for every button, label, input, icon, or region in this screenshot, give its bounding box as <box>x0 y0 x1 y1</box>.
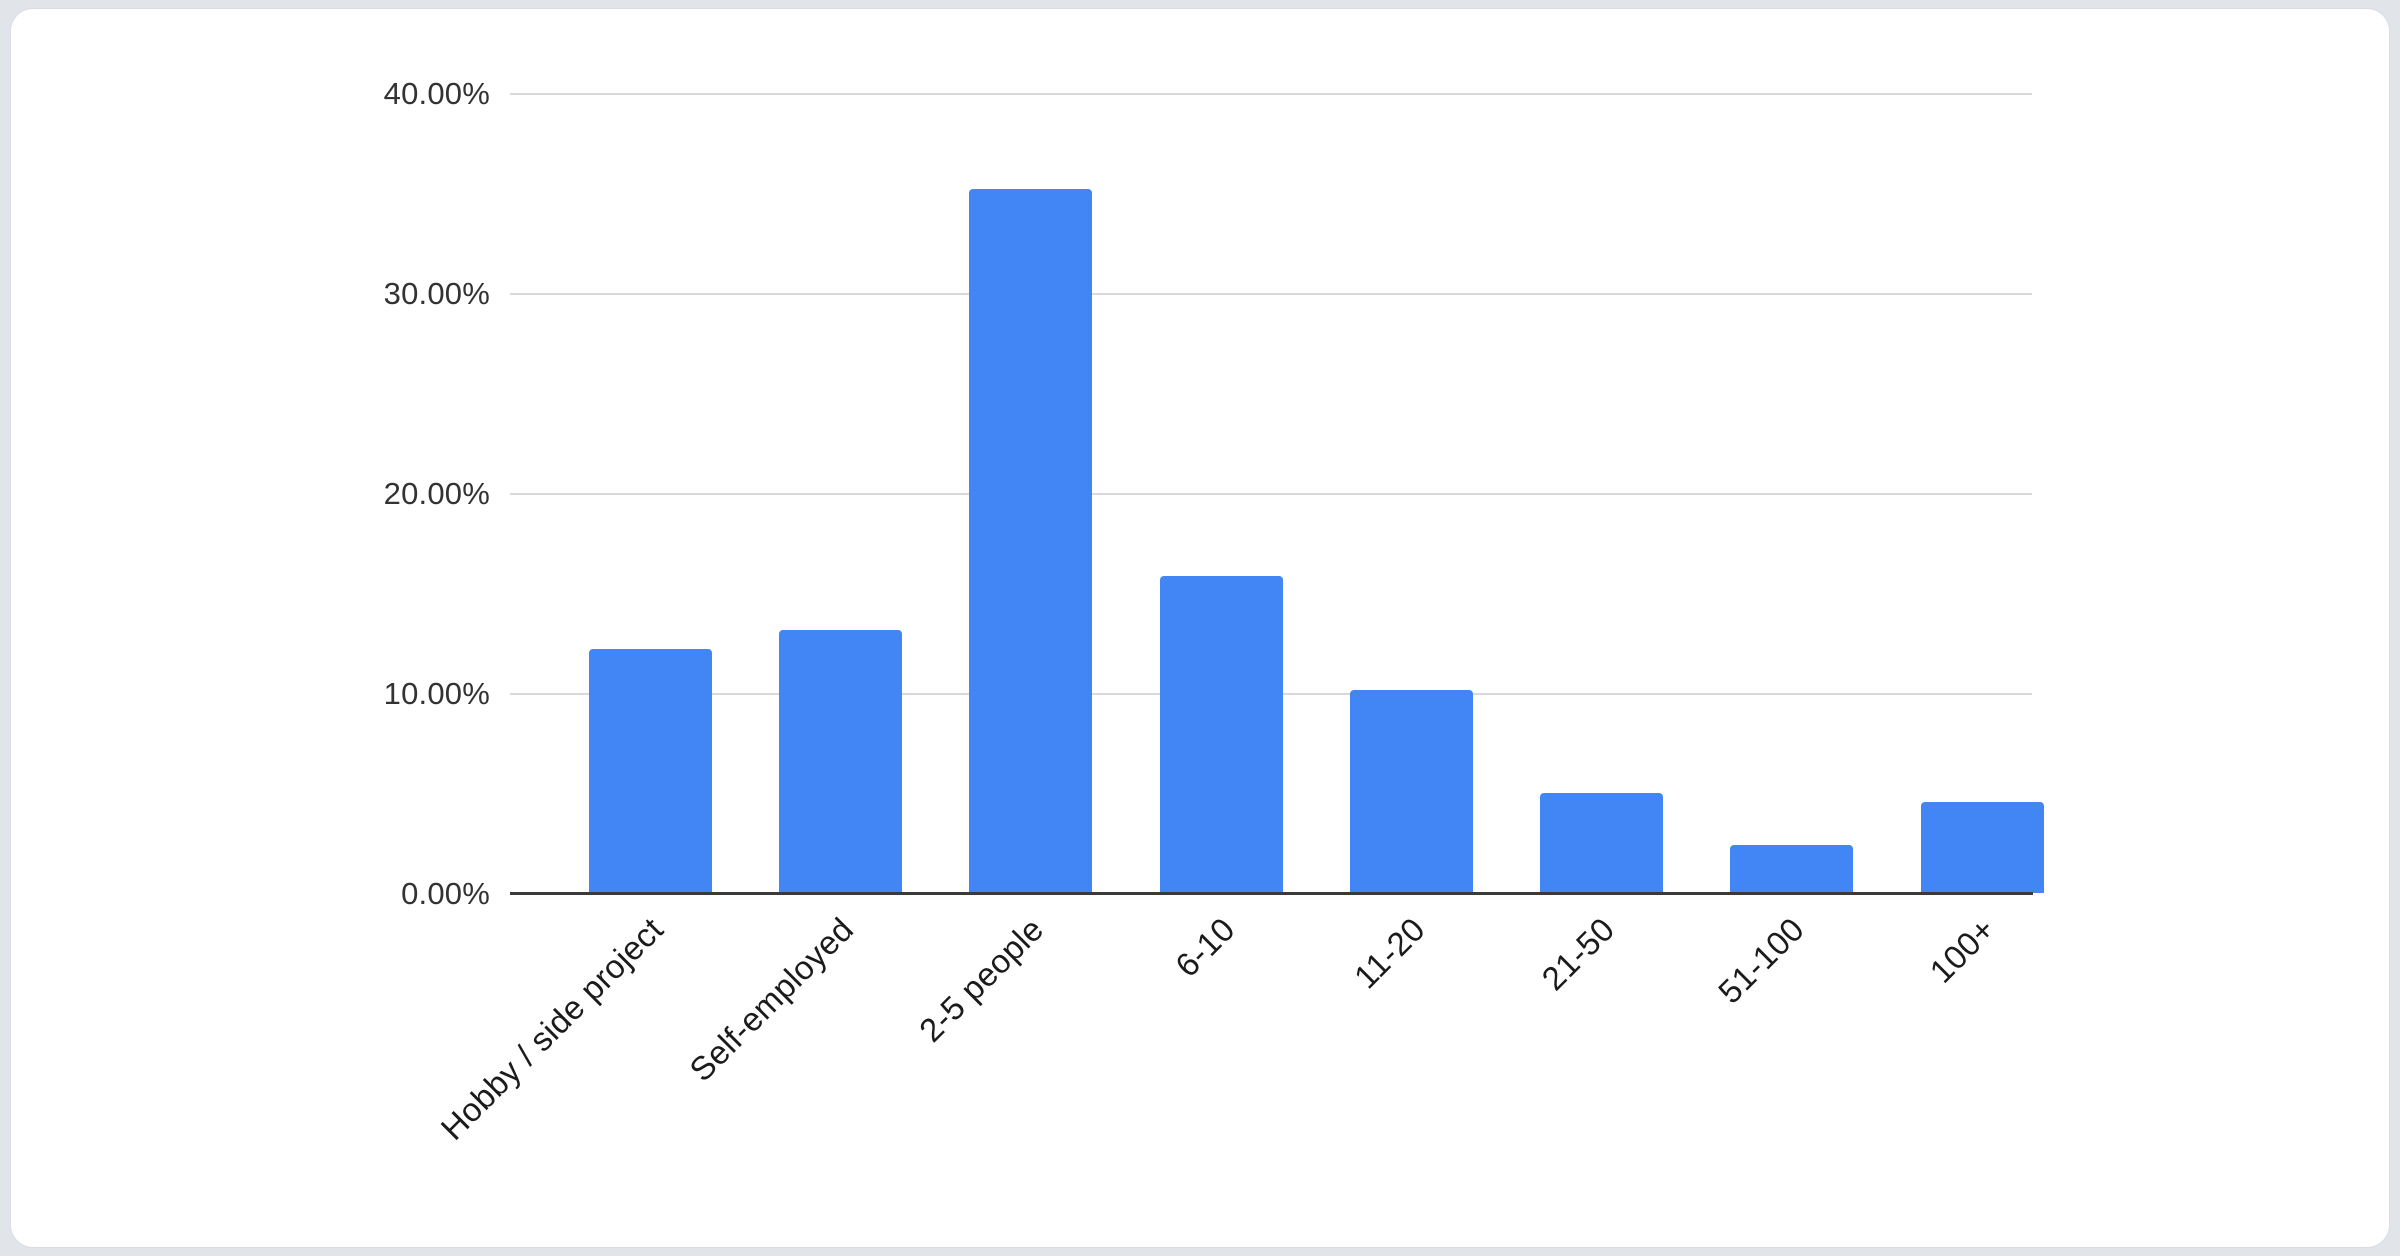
bar-hobby-side-project[interactable] <box>589 649 712 893</box>
ytick-label-40: 40.00% <box>383 76 490 111</box>
bar-21-50[interactable] <box>1540 793 1663 893</box>
ytick-label-10: 10.00% <box>383 676 490 711</box>
bar-6-10[interactable] <box>1160 576 1283 893</box>
xtick-label-6-10: 6-10 <box>1167 910 1242 985</box>
bar-51-100[interactable] <box>1730 845 1853 893</box>
gridline-20 <box>510 493 2032 495</box>
xtick-label-self-employed: Self-employed <box>682 910 861 1089</box>
xtick-label-11-20: 11-20 <box>1346 910 1432 996</box>
bar-11-20[interactable] <box>1350 690 1473 893</box>
chart-card: 40.00% 30.00% 20.00% 10.00% 0.00% Hobby … <box>11 9 2389 1247</box>
ytick-label-0: 0.00% <box>401 876 490 911</box>
gridline-40 <box>510 93 2032 95</box>
ytick-label-20: 20.00% <box>383 476 490 511</box>
ytick-label-30: 30.00% <box>383 276 490 311</box>
xtick-label-21-50: 21-50 <box>1534 910 1622 998</box>
xtick-label-51-100: 51-100 <box>1711 910 1812 1011</box>
gridline-30 <box>510 293 2032 295</box>
bar-2-5-people[interactable] <box>969 189 1092 893</box>
x-axis-line <box>510 892 2033 895</box>
xtick-label-2-5-people: 2-5 people <box>911 910 1051 1049</box>
bar-self-employed[interactable] <box>779 630 902 893</box>
bar-100-plus[interactable] <box>1921 802 2044 893</box>
xtick-label-hobby-side-project: Hobby / side project <box>433 910 671 1147</box>
xtick-label-100-plus: 100+ <box>1922 910 2003 990</box>
chart-plot-area: 40.00% 30.00% 20.00% 10.00% 0.00% Hobby … <box>11 9 2389 1247</box>
